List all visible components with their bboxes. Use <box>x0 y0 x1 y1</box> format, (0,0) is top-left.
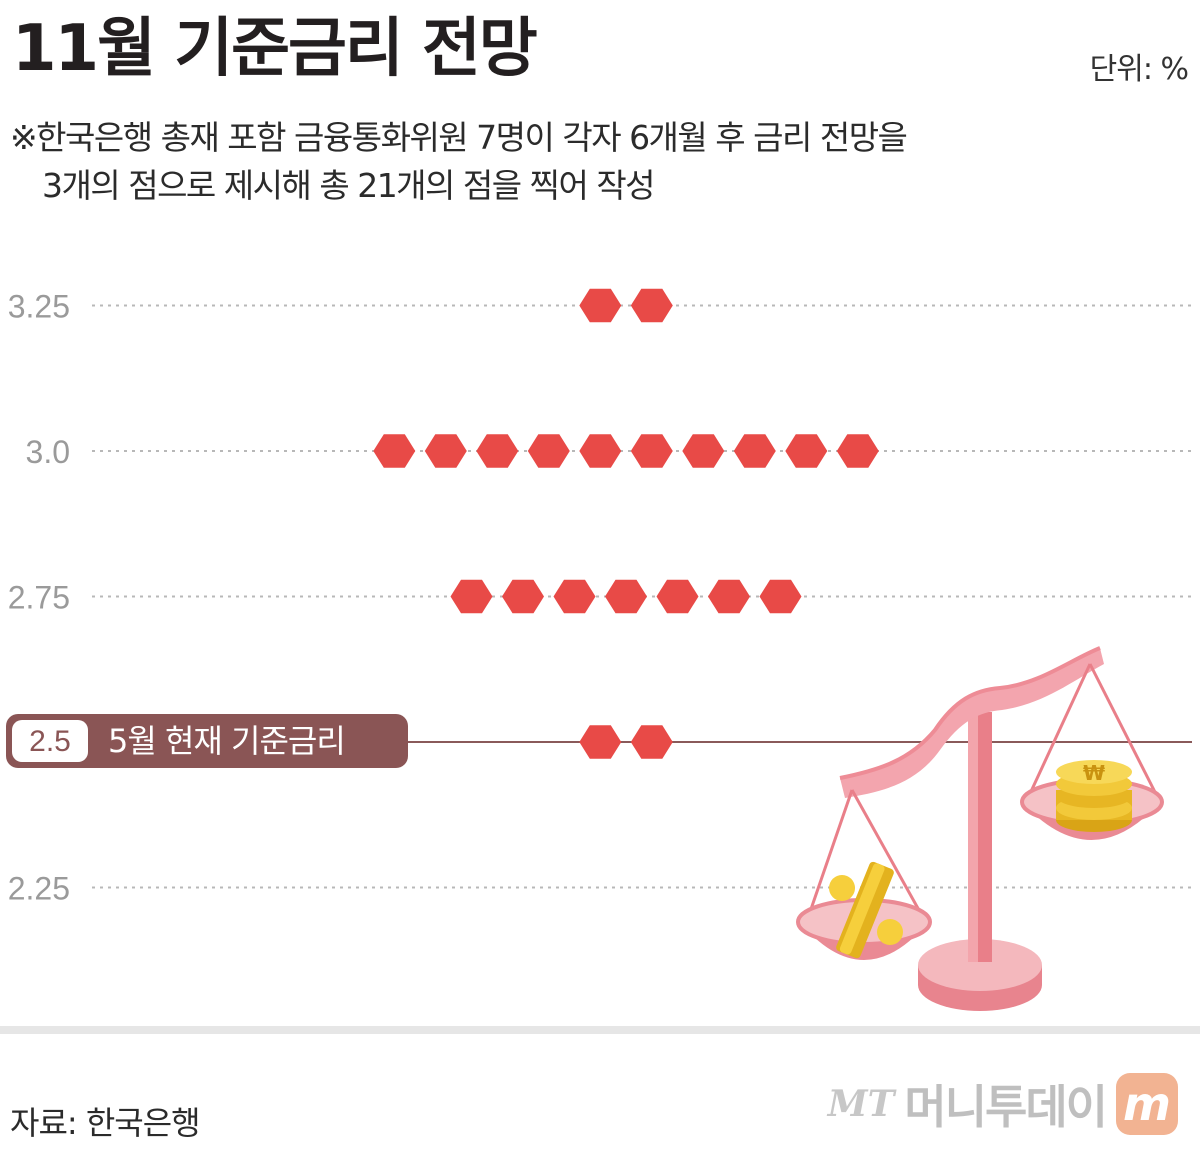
unit-label: 단위: % <box>1089 52 1189 87</box>
forecast-dot <box>630 725 673 759</box>
logo-name: 머니투데이 <box>904 1080 1108 1134</box>
grid-layer: 3.25 3.0 2.75 2.25 <box>0 289 1200 1034</box>
scale-illustration: ₩ <box>796 646 1164 1011</box>
forecast-dot <box>527 434 570 468</box>
forecast-dot <box>373 434 416 468</box>
current-rate-text: 5월 현재 기준금리 <box>108 722 345 760</box>
forecast-dot <box>579 725 622 759</box>
logo-badge: m <box>1116 1073 1178 1135</box>
forecast-dot <box>450 579 493 614</box>
forecast-dot <box>630 288 673 323</box>
forecast-dot <box>579 288 622 323</box>
chart-note: ※한국은행 총재 포함 금융통화위원 7명이 각자 6개월 후 금리 전망을 3… <box>10 114 908 210</box>
forecast-dot <box>836 434 879 468</box>
source-label: 자료: 한국은행 <box>10 1104 201 1142</box>
forecast-dot <box>553 579 596 614</box>
y-tick-label: 2.75 <box>8 580 70 616</box>
forecast-dot <box>708 579 750 614</box>
forecast-dot <box>630 434 673 468</box>
forecast-dot <box>759 579 802 614</box>
svg-text:₩: ₩ <box>1083 761 1105 785</box>
note-line-2: 3개의 점으로 제시해 총 21개의 점을 찍어 작성 <box>42 166 656 205</box>
y-tick-label: 3.0 <box>26 434 70 470</box>
forecast-dot <box>656 579 699 614</box>
logo-mt: MT <box>827 1083 895 1125</box>
y-tick-label: 3.25 <box>8 289 70 325</box>
chart-baseline <box>0 1026 1200 1034</box>
publisher-logo: MT 머니투데이 m <box>828 1064 1178 1144</box>
current-rate-value: 2.5 <box>29 725 71 758</box>
coin-stack-icon: ₩ <box>1056 760 1132 832</box>
note-line-1: ※한국은행 총재 포함 금융통화위원 7명이 각자 6개월 후 금리 전망을 <box>10 118 908 157</box>
forecast-dot <box>605 579 647 614</box>
forecast-dot <box>579 434 622 468</box>
forecast-dot <box>476 434 519 468</box>
forecast-dot <box>682 434 725 468</box>
current-rate-label: 2.5 5월 현재 기준금리 <box>6 714 408 768</box>
forecast-dot <box>733 434 776 468</box>
page-title: 11월 기준금리 전망 <box>12 12 538 86</box>
percent-icon <box>829 861 903 959</box>
forecast-dot <box>785 434 828 468</box>
forecast-dot <box>424 434 467 468</box>
y-tick-label: 2.25 <box>8 871 70 907</box>
forecast-dot <box>502 579 544 614</box>
dots-layer <box>373 288 879 759</box>
